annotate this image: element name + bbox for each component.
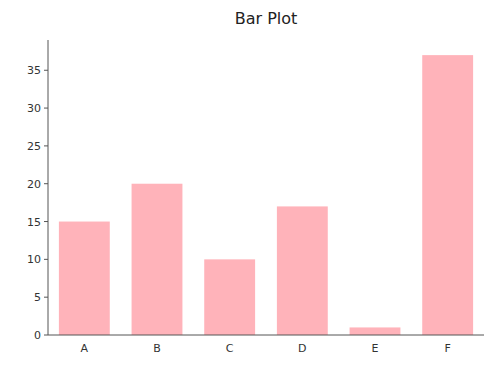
y-tick-label: 25: [27, 140, 41, 153]
y-tick: [44, 221, 48, 222]
y-tick-label: 20: [27, 178, 41, 191]
x-tick-label: C: [226, 342, 234, 355]
x-tick-label: D: [298, 342, 306, 355]
y-tick: [44, 259, 48, 260]
x-tick-label: B: [153, 342, 161, 355]
bar: [204, 259, 255, 335]
y-tick: [44, 70, 48, 71]
y-tick-label: 30: [27, 102, 41, 115]
bar: [132, 184, 183, 335]
chart-svg: Bar Plot 0 5 10 15 20 25 30 35 A B C D E F: [0, 0, 500, 367]
y-tick: [44, 297, 48, 298]
bars: [59, 55, 473, 335]
bar: [350, 327, 401, 335]
y-tick: [44, 145, 48, 146]
bar: [59, 222, 110, 335]
x-tick-label: A: [81, 342, 89, 355]
y-tick-label: 5: [34, 291, 41, 304]
bar: [277, 206, 328, 335]
y-tick-label: 10: [27, 253, 41, 266]
x-tick-label: F: [445, 342, 451, 355]
x-axis-line: [48, 335, 484, 336]
chart-container: Bar Plot 0 5 10 15 20 25 30 35 A B C D E F: [0, 0, 500, 367]
chart-title: Bar Plot: [235, 9, 298, 28]
y-tick-label: 35: [27, 64, 41, 77]
y-tick-label: 15: [27, 216, 41, 229]
x-tick-label: E: [372, 342, 379, 355]
y-tick: [44, 183, 48, 184]
bar: [422, 55, 473, 335]
y-tick-label: 0: [34, 329, 41, 342]
y-tick: [44, 108, 48, 109]
y-axis-line: [48, 40, 49, 335]
y-tick: [44, 335, 48, 336]
